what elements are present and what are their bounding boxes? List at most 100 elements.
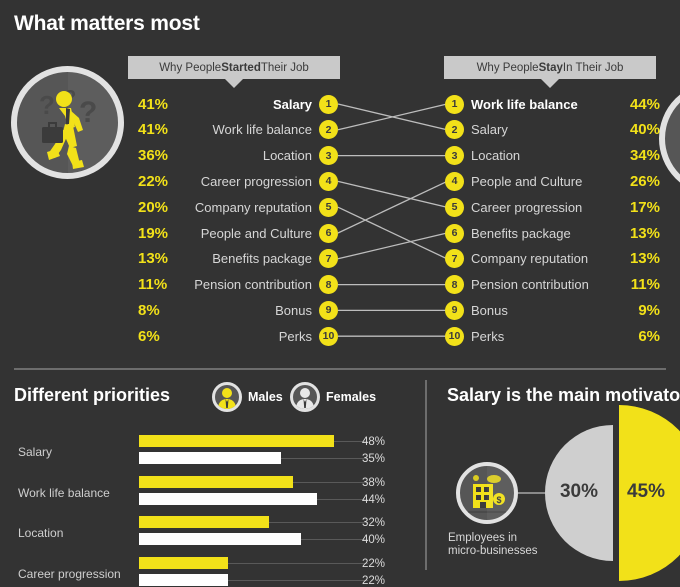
tab-why-stay[interactable]: Why People Stay In Their Job [444, 56, 656, 88]
tab-right-pointer [541, 79, 559, 88]
rank-label: Work life balance [212, 122, 312, 138]
rank-percent: 22% [138, 172, 169, 190]
rank-percent: 6% [138, 327, 160, 345]
rank-percent: 41% [138, 95, 169, 113]
tab-why-started[interactable]: Why People Started Their Job [128, 56, 340, 88]
bar-value-label: 44% [362, 493, 386, 506]
rank-percent: 11% [138, 276, 168, 294]
svg-text:?: ? [79, 96, 97, 129]
legend-females: Females [290, 382, 376, 412]
rank-row: 5 Career progression 17% [445, 195, 660, 219]
bar-males [139, 556, 229, 569]
rank-percent: 9% [638, 301, 660, 319]
rank-bullet: 4 [319, 171, 338, 191]
rank-bullet: 10 [445, 326, 464, 346]
rank-label: Company reputation [194, 199, 312, 215]
rank-bullet: 6 [319, 223, 338, 243]
salary-title: Salary is the main motivator [447, 385, 680, 405]
rank-row: 10 Perks 6% [445, 324, 660, 348]
rank-label: Company reputation [471, 251, 589, 267]
horizontal-divider [14, 368, 666, 370]
rank-bullet: 2 [319, 120, 338, 140]
rank-bullet: 1 [319, 94, 338, 114]
rank-percent: 11% [630, 276, 660, 294]
tab-left-prefix: Why People [159, 61, 222, 74]
rank-row: 9 Bonus 9% [445, 298, 660, 322]
rank-percent: 41% [138, 121, 169, 139]
tab-right-emphasis: Stay [538, 61, 563, 74]
bar-category-label: Salary [18, 445, 53, 459]
rank-bullet: 1 [445, 94, 464, 114]
rank-label: Location [471, 148, 521, 164]
rank-percent: 40% [629, 121, 660, 139]
rank-percent: 36% [138, 147, 169, 165]
rank-label: Location [262, 148, 312, 164]
rank-percent: 17% [629, 198, 660, 216]
rank-row: 6 Benefits package 13% [445, 221, 660, 245]
biz-badge-highlight [487, 466, 514, 520]
bar-value-label: 22% [362, 574, 386, 587]
rank-percent: 19% [138, 224, 169, 242]
rank-row: 2 Salary 40% [445, 118, 660, 142]
rank-percent: 44% [629, 95, 660, 113]
rank-bullet: 4 [445, 171, 464, 191]
rank-row: 8 Pension contribution 11% [445, 273, 660, 297]
bar-value-label: 40% [362, 534, 386, 546]
pie-half-gray-value: 30% [559, 481, 599, 502]
rank-label: Work life balance [471, 96, 578, 112]
rank-row: 41% Salary 1 [138, 92, 338, 116]
rank-label: Career progression [200, 173, 312, 189]
rank-label: Career progression [471, 199, 583, 215]
rank-row: 7 Company reputation 13% [445, 247, 660, 271]
bar-value-label: 38% [362, 476, 386, 489]
rank-label: Bonus [471, 302, 508, 318]
rank-bullet: 5 [319, 197, 338, 217]
rank-row: 41% Work life balance 2 [138, 118, 338, 142]
rank-percent: 34% [629, 147, 660, 165]
rank-label: Pension contribution [194, 277, 312, 293]
rank-link [337, 103, 448, 131]
bar-value-label: 22% [362, 557, 386, 570]
rank-label: People and Culture [471, 173, 583, 189]
biz-caption-line2: micro-businesses [448, 545, 538, 557]
tab-left-pointer [225, 79, 243, 88]
biz-caption: Employees in micro-businesses [448, 532, 537, 558]
rank-link [337, 180, 448, 208]
rank-bullet: 2 [445, 120, 464, 140]
rank-row: 13% Benefits package 7 [138, 247, 338, 271]
rank-row: 36% Location 3 [138, 144, 338, 168]
rank-bullet: 7 [445, 249, 464, 269]
tab-left-suffix: Their Job [260, 61, 309, 74]
legend-males-label: Males [248, 390, 283, 404]
rank-link [337, 206, 448, 260]
rank-row: 19% People and Culture 6 [138, 221, 338, 245]
rank-percent: 13% [138, 250, 169, 268]
bar-males [139, 475, 294, 488]
bar-females [139, 573, 229, 586]
rank-link [337, 180, 448, 234]
vertical-divider [425, 380, 427, 570]
rank-bullet: 5 [445, 197, 464, 217]
rank-bullet: 8 [319, 275, 338, 295]
rank-row: 20% Company reputation 5 [138, 195, 338, 219]
rank-bullet: 3 [319, 146, 338, 166]
legend-females-label: Females [326, 390, 377, 404]
tab-left-emphasis: Started [221, 61, 261, 74]
rank-label: Salary [272, 96, 312, 112]
page-title: What matters most [14, 12, 200, 35]
svg-text:$: $ [497, 495, 502, 505]
svg-text:?: ? [39, 90, 55, 120]
rank-label: Pension contribution [471, 277, 589, 293]
bar-males [139, 516, 269, 528]
bar-females [139, 452, 281, 464]
rank-row: 4 People and Culture 26% [445, 169, 660, 193]
bar-category-label: Career progression [18, 566, 121, 581]
rank-link [337, 103, 448, 131]
rank-label: Benefits package [212, 251, 312, 267]
bar-category-label: Work life balance [18, 485, 110, 500]
rank-percent: 20% [138, 198, 169, 216]
pie-half-yellow-shape [619, 405, 680, 581]
rank-link [337, 232, 448, 260]
female-avatar-icon [290, 382, 320, 412]
